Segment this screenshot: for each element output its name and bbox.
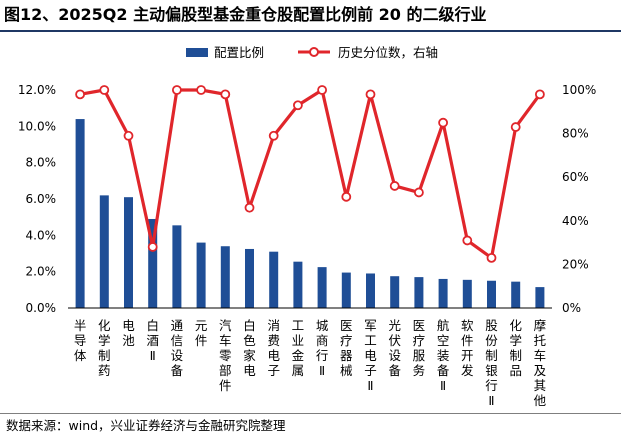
right-tick-label: 0% [562,301,581,315]
bar [196,242,206,308]
left-tick-label: 6.0% [26,192,57,206]
source-note: 数据来源：wind，兴业证券经济与金融研究院整理 [6,418,286,433]
line-point [535,89,545,100]
line-point [486,252,497,263]
line-point [389,181,400,191]
left-axis: 0.0% 2.0% 4.0% 6.0% 8.0% 10.0% 12.0% [18,83,56,315]
bar [124,197,133,308]
line-point [413,187,424,198]
line-series [75,85,545,263]
bar [75,119,85,308]
bar [220,246,230,308]
category-label: 化学制药 [98,318,111,378]
line-point [341,191,352,202]
category-label: 汽车零部件 [219,318,232,393]
right-axis: 0% 20% 40% 60% 80% 100% [562,83,596,315]
bar [535,287,545,308]
category-label: 医疗器械 [340,318,353,378]
line-point [147,242,158,252]
bar [414,277,424,308]
bar [438,278,448,308]
bar [462,279,472,308]
source-divider [0,413,621,414]
bar [390,276,400,308]
line-point [462,235,473,246]
legend-line-label: 历史分位数，右轴 [338,45,438,60]
category-label: 工业金属 [292,318,305,378]
left-tick-label: 10.0% [18,119,56,133]
category-label: 化学制品 [509,318,522,378]
right-tick-label: 40% [562,214,589,228]
left-tick-label: 0.0% [26,301,57,315]
right-tick-label: 20% [562,257,589,271]
category-label: 医疗服务 [413,318,426,378]
line-point [438,117,449,128]
legend-bar-label: 配置比例 [214,45,264,60]
category-label: 通信设备 [171,318,184,378]
category-label: 白色家电 [243,318,256,378]
bar [172,225,182,308]
category-label: 摩托车及其他 [534,318,547,408]
line-point [123,130,134,141]
line-point [317,85,328,95]
bar [511,281,521,308]
bar [317,267,327,308]
line-point [99,85,110,95]
bar-series [75,119,545,308]
category-label: 电池 [122,318,135,348]
line-point [75,89,85,100]
left-tick-label: 12.0% [18,83,56,97]
category-label: 股份制银行 Ⅱ [485,318,498,408]
bar [269,251,279,308]
category-label: 白酒 Ⅱ [146,318,159,363]
bar [341,272,351,308]
line-point [244,202,255,213]
category-label: 光伏设备 [388,318,401,378]
category-label: 软件开发 [461,318,474,378]
left-tick-label: 4.0% [26,228,57,242]
bar [99,195,109,308]
right-tick-label: 100% [562,83,596,97]
legend-bar-swatch [186,48,208,57]
line-point [510,122,521,132]
line-point [268,130,279,141]
category-label: 城商行 Ⅱ [316,318,329,378]
bar [366,273,375,308]
right-tick-label: 60% [562,170,589,184]
category-label: 航空装备 Ⅱ [437,318,450,393]
category-label: 消费电子 [267,318,280,378]
left-tick-label: 8.0% [26,156,57,170]
bar [245,248,254,308]
bar [293,261,303,308]
line-point [365,89,376,100]
chart-title: 图12、2025Q2 主动偏股型基金重仓股配置比例前 20 的二级行业 [4,5,487,24]
category-label: 半导体 [74,318,87,363]
legend-line-marker [309,47,319,57]
bar [487,280,496,308]
left-tick-label: 2.0% [26,265,57,279]
bar [148,218,158,308]
percentile-line [79,88,542,260]
line-point [220,89,231,100]
legend: 配置比例 历史分位数，右轴 [186,45,438,60]
chart: 配置比例 历史分位数，右轴 0.0% 2.0% 4.0% 6.0% 8.0% 10.0% 1… [18,45,596,408]
right-tick-label: 80% [562,127,589,141]
category-label: 军工电子 Ⅱ [364,318,377,393]
line-point [292,100,303,111]
category-label: 元件 [195,318,208,348]
title-divider [0,30,621,32]
line-point [171,85,182,95]
line-point [196,85,207,95]
